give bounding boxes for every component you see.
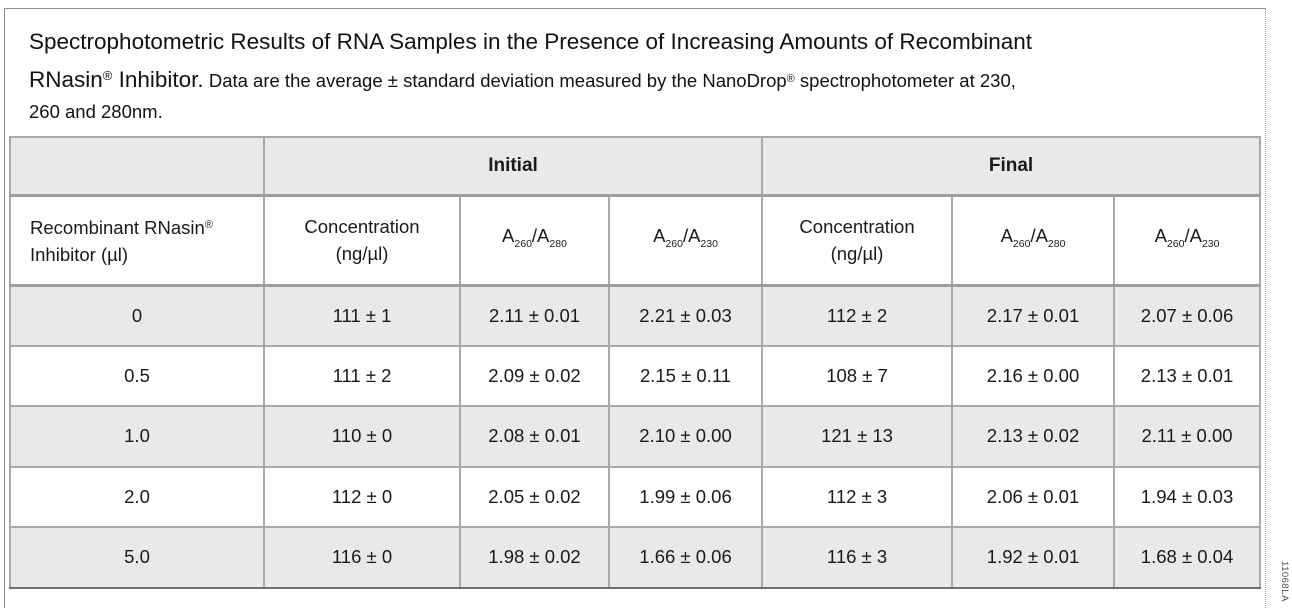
final-a260-a280-cell: 2.16 ± 0.00 [951,344,1116,407]
initial-a260-a280-cell: 1.98 ± 0.02 [459,526,610,589]
initial-a260-a230-cell: 2.21 ± 0.03 [607,284,764,347]
registered-trademark-icon: ® [204,219,213,231]
inhibitor-amount-cell: 5.0 [9,526,265,589]
column-header-final-a260-a280: A260/A280 [951,194,1116,287]
table-row: 0.5 111 ± 2 2.09 ± 0.02 2.15 ± 0.11 108 … [9,344,1262,407]
figure-container: Spectrophotometric Results of RNA Sample… [4,8,1266,608]
final-a260-a230-cell: 2.13 ± 0.01 [1113,344,1262,407]
column-header-final-a260-a230: A260/A230 [1113,194,1262,287]
table-row: 0 111 ± 1 2.11 ± 0.01 2.21 ± 0.03 112 ± … [9,284,1262,347]
final-a260-a280-cell: 1.92 ± 0.01 [951,526,1116,589]
final-concentration-cell: 112 ± 2 [761,284,954,347]
initial-a260-a230-cell: 2.10 ± 0.00 [607,405,764,468]
column-header-final-concentration: Concentration (ng/µl) [761,194,954,287]
registered-trademark-icon: ® [102,68,113,83]
group-header-row: Initial Final [9,136,1262,197]
initial-concentration-cell: 116 ± 0 [263,526,461,589]
table-row: 1.0 110 ± 0 2.08 ± 0.01 2.10 ± 0.00 121 … [9,405,1262,468]
initial-a260-a280-cell: 2.11 ± 0.01 [459,284,610,347]
final-concentration-cell: 112 ± 3 [761,465,954,528]
column-header-row: Recombinant RNasin® Inhibitor (µl) Concen… [9,194,1262,287]
caption-line-3: 260 and 280nm. [29,101,163,122]
inhibitor-amount-cell: 2.0 [9,465,265,528]
registered-trademark-icon: ® [786,73,795,85]
final-concentration-cell: 108 ± 7 [761,344,954,407]
column-header-inhibitor: Recombinant RNasin® Inhibitor (µl) [9,194,265,287]
final-a260-a230-cell: 1.68 ± 0.04 [1113,526,1262,589]
initial-concentration-cell: 111 ± 2 [263,344,461,407]
final-concentration-cell: 121 ± 13 [761,405,954,468]
final-concentration-cell: 116 ± 3 [761,526,954,589]
final-a260-a280-cell: 2.17 ± 0.01 [951,284,1116,347]
column-header-initial-a260-a280: A260/A280 [459,194,610,287]
final-a260-a230-cell: 2.07 ± 0.06 [1113,284,1262,347]
table-row: 2.0 112 ± 0 2.05 ± 0.02 1.99 ± 0.06 112 … [9,465,1262,528]
final-a260-a230-cell: 2.11 ± 0.00 [1113,405,1262,468]
initial-a260-a230-cell: 2.15 ± 0.11 [607,344,764,407]
figure-id-label: 11068LA [1279,561,1290,602]
final-a260-a280-cell: 2.06 ± 0.01 [951,465,1116,528]
initial-concentration-cell: 110 ± 0 [263,405,461,468]
initial-concentration-cell: 111 ± 1 [263,284,461,347]
caption-title-continued: RNasin® Inhibitor. [29,67,204,92]
initial-a260-a280-cell: 2.09 ± 0.02 [459,344,610,407]
column-header-initial-a260-a230: A260/A230 [607,194,764,287]
results-table: Initial Final Recombinant RNasin® Inhibit… [9,136,1262,589]
group-header-final: Final [761,136,1262,197]
caption-line-2: RNasin® Inhibitor. Data are the average … [29,59,1245,98]
column-header-initial-concentration: Concentration (ng/µl) [263,194,461,287]
initial-a260-a280-cell: 2.08 ± 0.01 [459,405,610,468]
final-a260-a230-cell: 1.94 ± 0.03 [1113,465,1262,528]
inhibitor-amount-cell: 1.0 [9,405,265,468]
figure-caption: Spectrophotometric Results of RNA Sample… [29,25,1245,126]
final-a260-a280-cell: 2.13 ± 0.02 [951,405,1116,468]
inhibitor-amount-cell: 0 [9,284,265,347]
initial-a260-a230-cell: 1.66 ± 0.06 [607,526,764,589]
initial-concentration-cell: 112 ± 0 [263,465,461,528]
table-row: 5.0 116 ± 0 1.98 ± 0.02 1.66 ± 0.06 116 … [9,526,1262,589]
initial-a260-a230-cell: 1.99 ± 0.06 [607,465,764,528]
caption-line-1: Spectrophotometric Results of RNA Sample… [29,29,1033,54]
caption-subtext: Data are the average ± standard deviatio… [203,70,1016,91]
group-header-initial: Initial [262,136,764,197]
inhibitor-amount-cell: 0.5 [9,344,265,407]
initial-a260-a280-cell: 2.05 ± 0.02 [459,465,610,528]
corner-cell [9,136,265,197]
